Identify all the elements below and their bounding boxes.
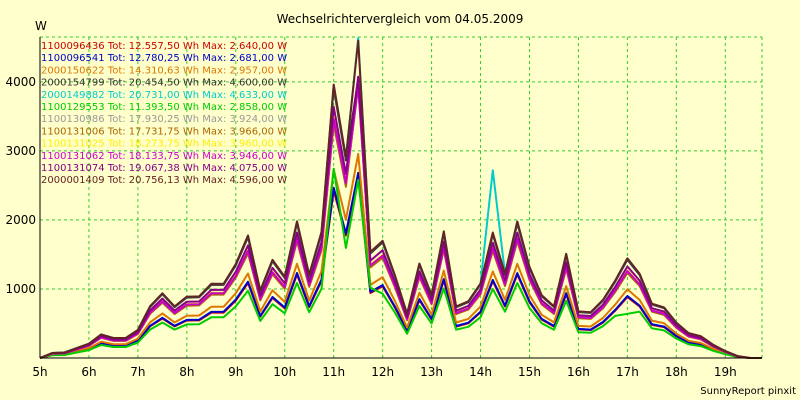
- x-tick-label: 18h: [665, 365, 688, 379]
- y-tick-label: 3000: [5, 144, 36, 158]
- x-tick-label: 6h: [81, 365, 96, 379]
- legend-entry-2000150622: 2000150622 Tot: 14.310,63 Wh Max: 2.957,…: [41, 65, 287, 76]
- chart-title: Wechselrichtervergleich vom 04.05.2009: [277, 12, 524, 26]
- x-tick-label: 5h: [32, 365, 47, 379]
- credit-label: SunnyReport pinxit: [700, 386, 796, 397]
- y-tick-label: 2000: [5, 213, 36, 227]
- x-tick-label: 13h: [420, 365, 443, 379]
- legend-entry-2000154799: 2000154799 Tot: 20.454,50 Wh Max: 4.600,…: [41, 78, 287, 89]
- x-tick-label: 12h: [371, 365, 394, 379]
- x-tick-label: 9h: [228, 365, 243, 379]
- x-tick-label: 15h: [518, 365, 541, 379]
- legend-entry-1100131062: 1100131062 Tot: 18.133,75 Wh Max: 3.946,…: [41, 151, 287, 162]
- legend: 1100096436 Tot: 12.557,50 Wh Max: 2.640,…: [41, 41, 287, 186]
- y-unit-label: W: [35, 19, 47, 33]
- x-tick-label: 7h: [130, 365, 145, 379]
- x-tick-label: 10h: [273, 365, 296, 379]
- series-lines: [39, 37, 762, 359]
- x-tick-label: 17h: [616, 365, 639, 379]
- legend-entry-1100130986: 1100130986 Tot: 17.930,25 Wh Max: 3.924,…: [41, 114, 287, 125]
- legend-entry-1100131074: 1100131074 Tot: 19.067,38 Wh Max: 4.075,…: [41, 163, 287, 174]
- y-tick-labels: 1000 2000 3000 4000: [5, 75, 36, 296]
- legend-entry-1100131025: 1100131025 Tot: 18.273,75 Wh Max: 3.960,…: [41, 139, 287, 150]
- y-tick-label: 1000: [5, 282, 36, 296]
- series-line-1100129553: [39, 167, 762, 359]
- legend-entry-2000001409: 2000001409 Tot: 20.756,13 Wh Max: 4.596,…: [41, 175, 287, 186]
- y-tick-label: 4000: [5, 75, 36, 89]
- axes: [39, 37, 762, 359]
- x-tick-label: 8h: [179, 365, 194, 379]
- x-tick-label: 19h: [714, 365, 737, 379]
- legend-entry-2000149882: 2000149882 Tot: 20.731,00 Wh Max: 4.633,…: [41, 90, 287, 101]
- series-line-1100096541: [39, 171, 762, 359]
- legend-entry-1100131006: 1100131006 Tot: 17.731,75 Wh Max: 3.966,…: [41, 126, 287, 137]
- legend-entry-1100096541: 1100096541 Tot: 12.780,25 Wh Max: 2.681,…: [41, 53, 287, 64]
- series-line-1100131074: [39, 75, 762, 359]
- series-line-2000001409: [39, 39, 762, 359]
- x-tick-labels: 5h 6h 7h 8h 9h 10h 11h 12h 13h 14h 15h 16h 17h 18h 19h: [32, 365, 736, 379]
- series-line-2000150622: [39, 152, 762, 359]
- x-tick-label: 16h: [567, 365, 590, 379]
- legend-entry-1100129553: 1100129553 Tot: 11.393,50 Wh Max: 2.858,…: [41, 102, 287, 113]
- x-tick-label: 14h: [469, 365, 492, 379]
- x-tick-label: 11h: [322, 365, 345, 379]
- legend-entry-1100096436: 1100096436 Tot: 12.557,50 Wh Max: 2.640,…: [41, 41, 287, 52]
